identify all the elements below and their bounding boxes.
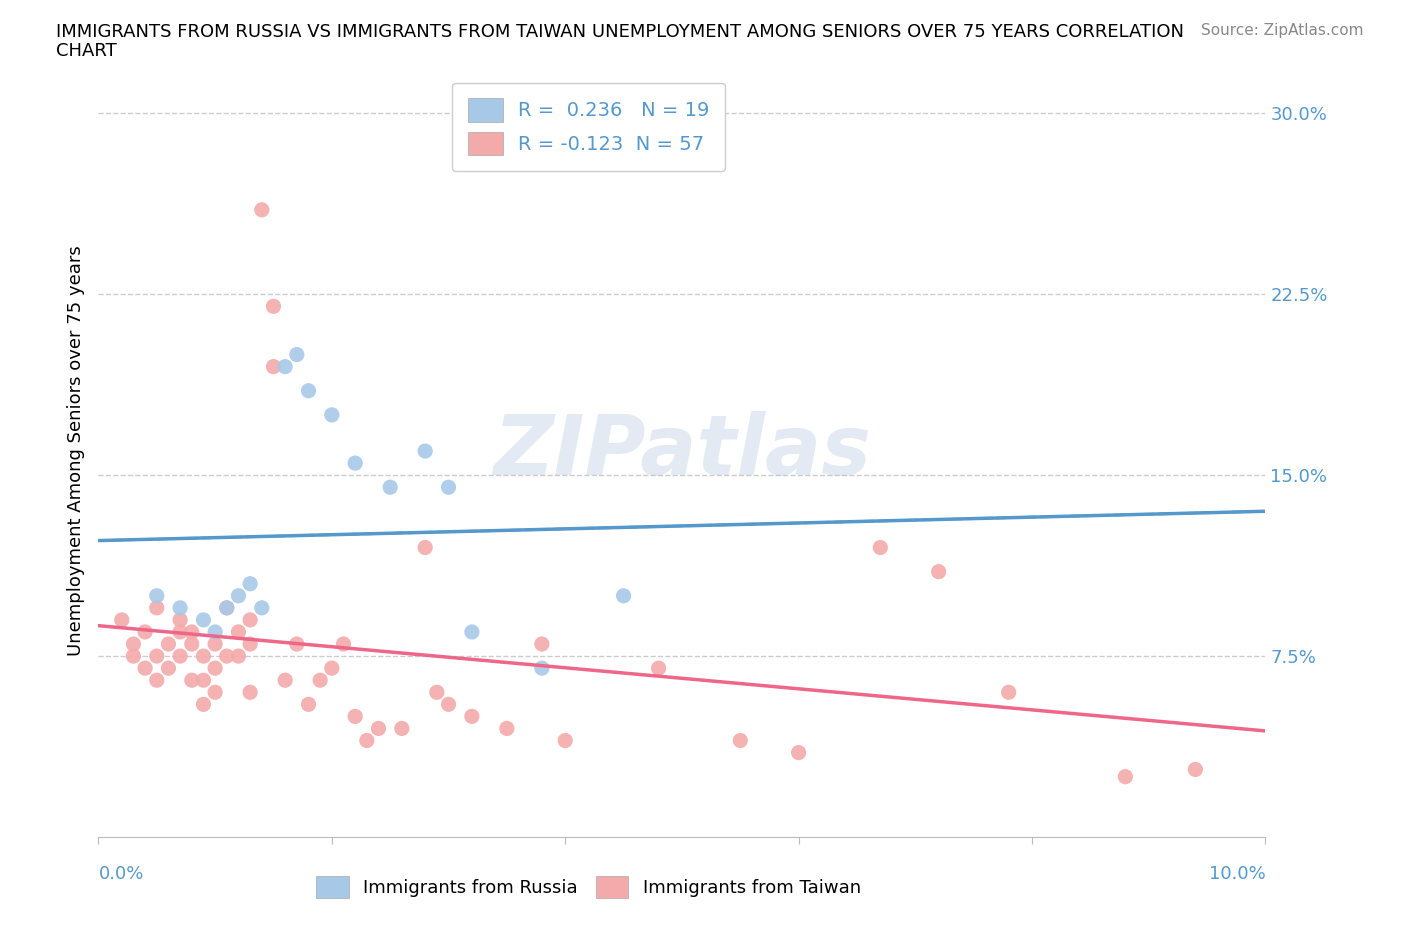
Point (1114, 769, 1136, 784)
Point (169, 601, 191, 616)
Point (169, 613, 191, 628)
Point (356, 733, 378, 748)
Point (367, 721, 389, 736)
Point (193, 672, 215, 687)
Point (787, 745, 810, 760)
Point (380, 480, 402, 495)
Point (204, 684, 226, 699)
Point (285, 347, 308, 362)
Point (134, 625, 156, 640)
Point (332, 637, 354, 652)
Point (239, 613, 262, 628)
Point (239, 684, 262, 699)
Point (193, 613, 215, 628)
Point (228, 648, 250, 663)
Y-axis label: Unemployment Among Seniors over 75 years: Unemployment Among Seniors over 75 years (66, 246, 84, 657)
Point (262, 299, 284, 313)
Point (180, 672, 202, 687)
Point (228, 589, 250, 604)
Point (344, 709, 367, 724)
Point (169, 648, 191, 663)
Point (215, 601, 238, 616)
Point (413, 540, 436, 555)
Point (239, 577, 262, 591)
Point (250, 601, 273, 616)
Point (321, 660, 343, 675)
Point (157, 637, 180, 652)
Point (180, 637, 202, 652)
Point (250, 203, 273, 218)
Point (157, 660, 180, 675)
Legend: Immigrants from Russia, Immigrants from Taiwan: Immigrants from Russia, Immigrants from … (309, 869, 868, 905)
Point (309, 672, 332, 687)
Point (612, 589, 634, 604)
Point (122, 637, 145, 652)
Point (204, 625, 226, 640)
Point (426, 684, 449, 699)
Point (134, 660, 156, 675)
Text: ZIPatlas: ZIPatlas (494, 410, 870, 492)
Text: 0.0%: 0.0% (98, 865, 143, 883)
Point (262, 359, 284, 374)
Point (169, 625, 191, 640)
Point (461, 625, 484, 640)
Point (496, 721, 519, 736)
Point (391, 721, 413, 736)
Point (647, 660, 669, 675)
Point (997, 684, 1019, 699)
Point (204, 637, 226, 652)
Text: CHART: CHART (56, 42, 117, 60)
Point (321, 407, 343, 422)
Point (274, 672, 297, 687)
Point (297, 383, 319, 398)
Point (285, 637, 308, 652)
Point (297, 697, 319, 711)
Point (111, 613, 134, 628)
Text: 10.0%: 10.0% (1209, 865, 1265, 883)
Point (1184, 762, 1206, 777)
Point (530, 660, 553, 675)
Point (530, 637, 553, 652)
Point (122, 648, 145, 663)
Point (180, 625, 202, 640)
Point (274, 359, 297, 374)
Point (146, 589, 169, 604)
Point (437, 480, 460, 495)
Point (869, 540, 891, 555)
Point (461, 709, 484, 724)
Point (204, 660, 226, 675)
Point (146, 601, 169, 616)
Point (215, 648, 238, 663)
Point (193, 697, 215, 711)
Point (146, 672, 169, 687)
Point (239, 637, 262, 652)
Point (554, 733, 576, 748)
Point (730, 733, 752, 748)
Point (146, 648, 169, 663)
Point (215, 601, 238, 616)
Text: Source: ZipAtlas.com: Source: ZipAtlas.com (1201, 23, 1364, 38)
Point (413, 444, 436, 458)
Point (228, 625, 250, 640)
Text: IMMIGRANTS FROM RUSSIA VS IMMIGRANTS FROM TAIWAN UNEMPLOYMENT AMONG SENIORS OVER: IMMIGRANTS FROM RUSSIA VS IMMIGRANTS FRO… (56, 23, 1184, 41)
Point (437, 697, 460, 711)
Point (928, 565, 950, 579)
Point (344, 456, 367, 471)
Point (193, 648, 215, 663)
